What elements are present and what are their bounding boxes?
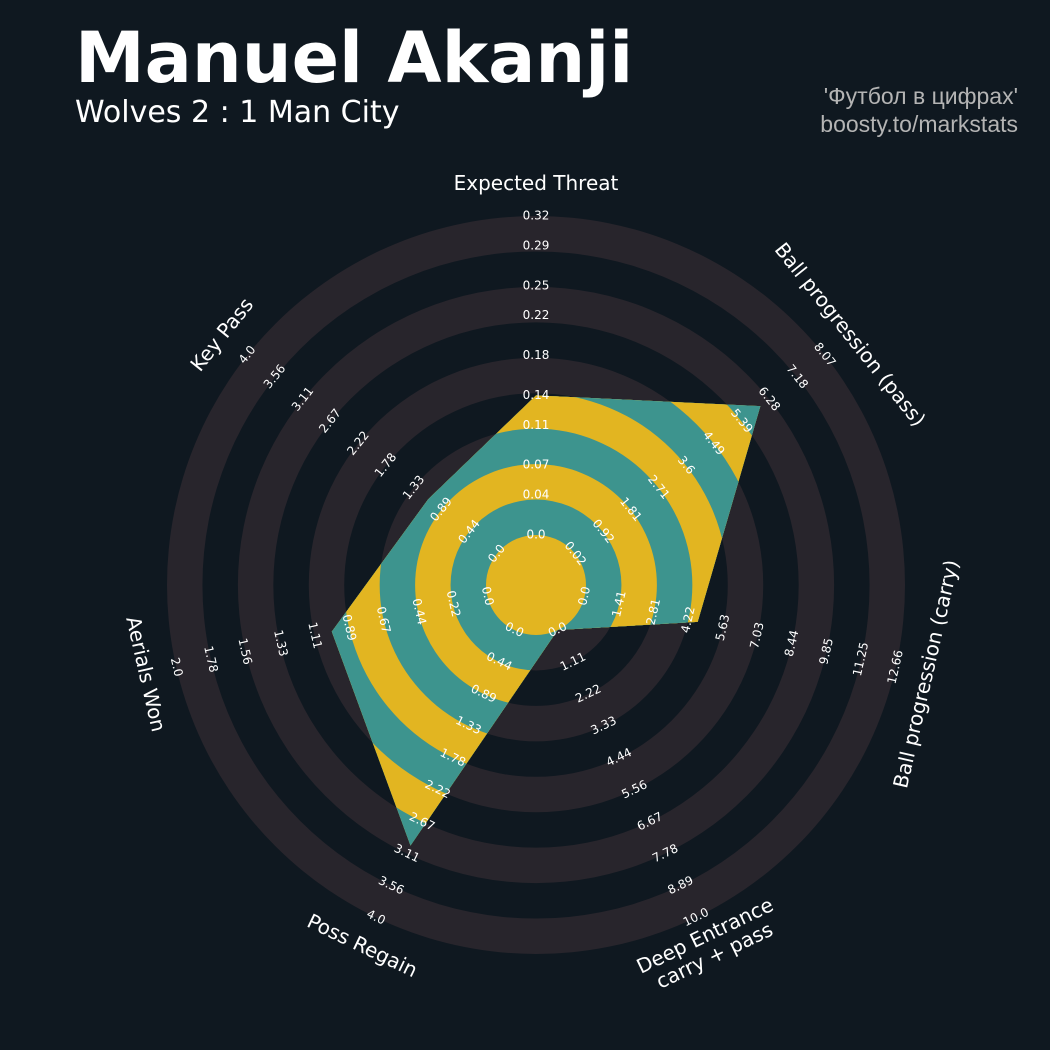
tick-label: 2.81 — [644, 597, 664, 626]
tick-label: 0.89 — [340, 613, 360, 642]
tick-label: 0.22 — [523, 308, 550, 322]
tick-label: 0.0 — [479, 585, 497, 607]
tick-label: 4.22 — [678, 605, 698, 634]
tick-label: 0.25 — [523, 278, 550, 292]
tick-label: 0.0 — [575, 585, 593, 607]
tick-label: 7.03 — [747, 621, 767, 650]
tick-label: 0.29 — [523, 238, 550, 252]
tick-label: 0.04 — [523, 488, 550, 502]
tick-label: 0.07 — [523, 458, 550, 472]
tick-label: 1.56 — [235, 637, 255, 666]
radar-ring — [486, 535, 586, 635]
tick-label: 0.11 — [523, 418, 550, 432]
chart-subtitle: Wolves 2 : 1 Man City — [75, 95, 399, 130]
tick-label: 0.18 — [523, 348, 550, 362]
tick-label: 1.11 — [305, 621, 325, 650]
tick-label: 0.32 — [523, 209, 550, 223]
axis-label: Expected Threat — [454, 171, 619, 195]
tick-label: 1.78 — [201, 645, 221, 674]
tick-label: 5.63 — [713, 613, 733, 642]
axis-label-line: Expected Threat — [454, 171, 619, 195]
chart-title: Manuel Akanji — [75, 17, 633, 99]
tick-label: 0.44 — [409, 597, 429, 626]
tick-label: 0.0 — [526, 528, 545, 542]
tick-label: 0.22 — [444, 589, 464, 618]
tick-label: 0.67 — [374, 605, 394, 634]
tick-label: 8.44 — [782, 629, 802, 658]
tick-label: 9.85 — [816, 637, 836, 666]
credit: 'Футбол в цифрах' — [824, 83, 1018, 109]
tick-label: 1.33 — [271, 629, 291, 658]
tick-label: 2.0 — [168, 656, 186, 678]
tick-label: 0.14 — [523, 388, 550, 402]
credit: boosty.to/markstats — [820, 111, 1018, 137]
tick-label: 1.41 — [609, 589, 629, 618]
